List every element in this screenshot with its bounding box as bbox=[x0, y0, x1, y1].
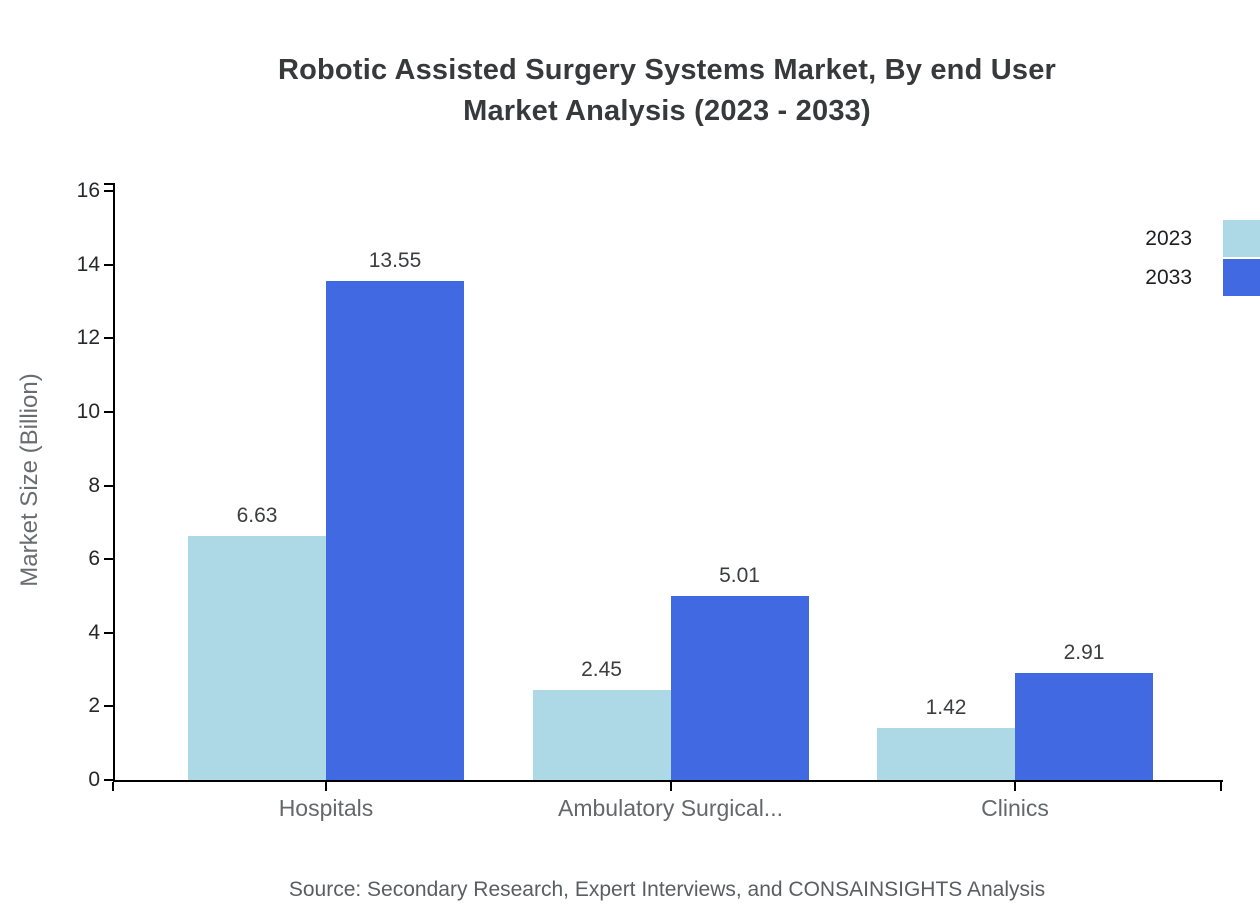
bar-value-label: 2.91 bbox=[1063, 640, 1105, 664]
legend-swatch-2033 bbox=[1223, 259, 1260, 296]
x-tick-mark bbox=[1014, 782, 1016, 791]
source-note: Source: Secondary Research, Expert Inter… bbox=[288, 878, 1046, 901]
bar-value-label: 6.63 bbox=[236, 503, 278, 527]
x-tick-mark bbox=[112, 782, 114, 791]
legend-label-2033: 2033 bbox=[1145, 266, 1192, 289]
y-tick-label: 8 bbox=[88, 473, 100, 497]
y-tick-label: 4 bbox=[88, 620, 100, 644]
y-tick-mark bbox=[104, 779, 113, 781]
x-category-label: Clinics bbox=[981, 795, 1049, 821]
x-tick-mark bbox=[325, 782, 327, 791]
x-tick-mark bbox=[1220, 782, 1222, 791]
y-tick-mark bbox=[104, 337, 113, 340]
y-tick-mark bbox=[104, 190, 113, 192]
bar-2033-1 bbox=[670, 595, 809, 780]
bar-2033-0 bbox=[326, 281, 464, 780]
chart-title-line1: Robotic Assisted Surgery Systems Market,… bbox=[277, 54, 1057, 86]
y-tick-mark bbox=[104, 410, 113, 413]
chart-title: Robotic Assisted Surgery Systems Market,… bbox=[113, 50, 1221, 132]
bar-2023-1 bbox=[532, 689, 671, 780]
y-tick-label: 6 bbox=[88, 547, 100, 571]
y-tick-label: 14 bbox=[76, 252, 100, 276]
bar-2023-2 bbox=[877, 727, 1015, 780]
chart-title-line2: Market Analysis (2023 - 2033) bbox=[463, 95, 871, 127]
bar-value-label: 1.42 bbox=[925, 695, 967, 719]
bar-value-label: 2.45 bbox=[581, 657, 622, 681]
y-tick-mark bbox=[104, 558, 113, 561]
y-tick-label: 16 bbox=[76, 179, 100, 202]
bar-value-label: 5.01 bbox=[719, 563, 760, 587]
y-tick-label: 10 bbox=[76, 399, 100, 423]
bar-2023-0 bbox=[188, 535, 326, 780]
y-tick-label: 2 bbox=[88, 694, 100, 718]
x-category-label: Hospitals bbox=[278, 795, 374, 821]
bar-value-label: 13.55 bbox=[368, 249, 422, 273]
y-tick-mark bbox=[104, 705, 113, 708]
x-category-label: Ambulatory Surgical... bbox=[558, 795, 783, 821]
legend-label-2023: 2023 bbox=[1145, 227, 1192, 250]
y-tick-mark bbox=[104, 631, 113, 634]
y-tick-mark bbox=[104, 263, 113, 266]
legend-swatch-2023 bbox=[1223, 220, 1260, 257]
x-axis-line bbox=[113, 780, 1223, 782]
bar-2033-2 bbox=[1015, 672, 1153, 780]
y-tick-label: 12 bbox=[76, 326, 100, 350]
y-tick-label: 0 bbox=[88, 768, 100, 791]
y-axis-top-tick bbox=[104, 183, 113, 185]
y-axis-line bbox=[113, 183, 115, 782]
x-tick-mark bbox=[669, 782, 672, 791]
y-tick-mark bbox=[104, 484, 113, 487]
